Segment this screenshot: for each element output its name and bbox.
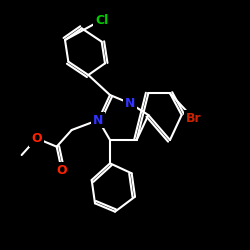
Text: O: O — [31, 132, 42, 145]
Text: Br: Br — [186, 112, 201, 125]
Text: O: O — [56, 164, 67, 176]
Text: N: N — [125, 97, 135, 110]
Text: Cl: Cl — [95, 14, 108, 26]
Text: N: N — [93, 114, 104, 126]
